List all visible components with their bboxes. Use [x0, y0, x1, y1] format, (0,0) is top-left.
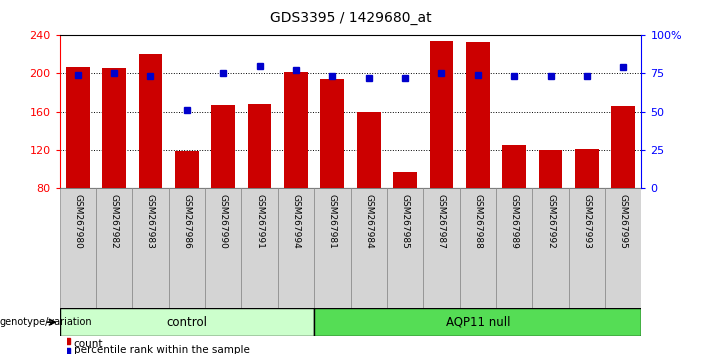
Bar [169, 188, 205, 308]
Bar [357, 112, 381, 188]
Text: percentile rank within the sample: percentile rank within the sample [74, 346, 250, 354]
Text: count: count [74, 339, 103, 349]
Text: GSM267988: GSM267988 [473, 194, 482, 249]
Text: GSM267990: GSM267990 [219, 194, 228, 249]
Bar [247, 104, 271, 188]
Bar [278, 188, 314, 308]
Bar [575, 149, 599, 188]
Bar [212, 105, 235, 188]
Bar [314, 188, 350, 308]
Bar [569, 188, 605, 308]
Text: GSM267994: GSM267994 [292, 194, 301, 249]
Text: GSM267993: GSM267993 [583, 194, 592, 249]
Text: GDS3395 / 1429680_at: GDS3395 / 1429680_at [270, 11, 431, 25]
Text: AQP11 null: AQP11 null [446, 316, 510, 329]
Text: GSM267995: GSM267995 [619, 194, 627, 249]
Text: GSM267987: GSM267987 [437, 194, 446, 249]
Bar [387, 188, 423, 308]
Text: genotype/variation: genotype/variation [0, 317, 93, 327]
Text: GSM267983: GSM267983 [146, 194, 155, 249]
Bar [205, 188, 241, 308]
Bar [532, 188, 569, 308]
Bar [430, 41, 454, 188]
Bar [350, 188, 387, 308]
Bar [393, 172, 417, 188]
Text: GSM267985: GSM267985 [400, 194, 409, 249]
Bar [139, 55, 163, 188]
Bar [496, 188, 532, 308]
Text: GSM267980: GSM267980 [74, 194, 82, 249]
Bar [66, 67, 90, 188]
Text: GSM267991: GSM267991 [255, 194, 264, 249]
Bar [611, 106, 635, 188]
Bar [96, 188, 132, 308]
Bar [503, 145, 526, 188]
Bar [314, 308, 641, 336]
Bar [320, 79, 344, 188]
Bar [466, 42, 489, 188]
Text: GSM267986: GSM267986 [182, 194, 191, 249]
Bar [60, 188, 96, 308]
Bar [60, 308, 314, 336]
Text: GSM267981: GSM267981 [328, 194, 336, 249]
Bar [102, 68, 126, 188]
Bar [423, 188, 460, 308]
Bar [175, 152, 198, 188]
Bar [241, 188, 278, 308]
Bar [132, 188, 169, 308]
Text: GSM267989: GSM267989 [510, 194, 519, 249]
Text: GSM267982: GSM267982 [109, 194, 118, 249]
Text: GSM267984: GSM267984 [365, 194, 373, 249]
Bar [538, 149, 562, 188]
Text: control: control [166, 316, 207, 329]
Bar [284, 72, 308, 188]
Text: GSM267992: GSM267992 [546, 194, 555, 249]
Bar [605, 188, 641, 308]
Bar [460, 188, 496, 308]
